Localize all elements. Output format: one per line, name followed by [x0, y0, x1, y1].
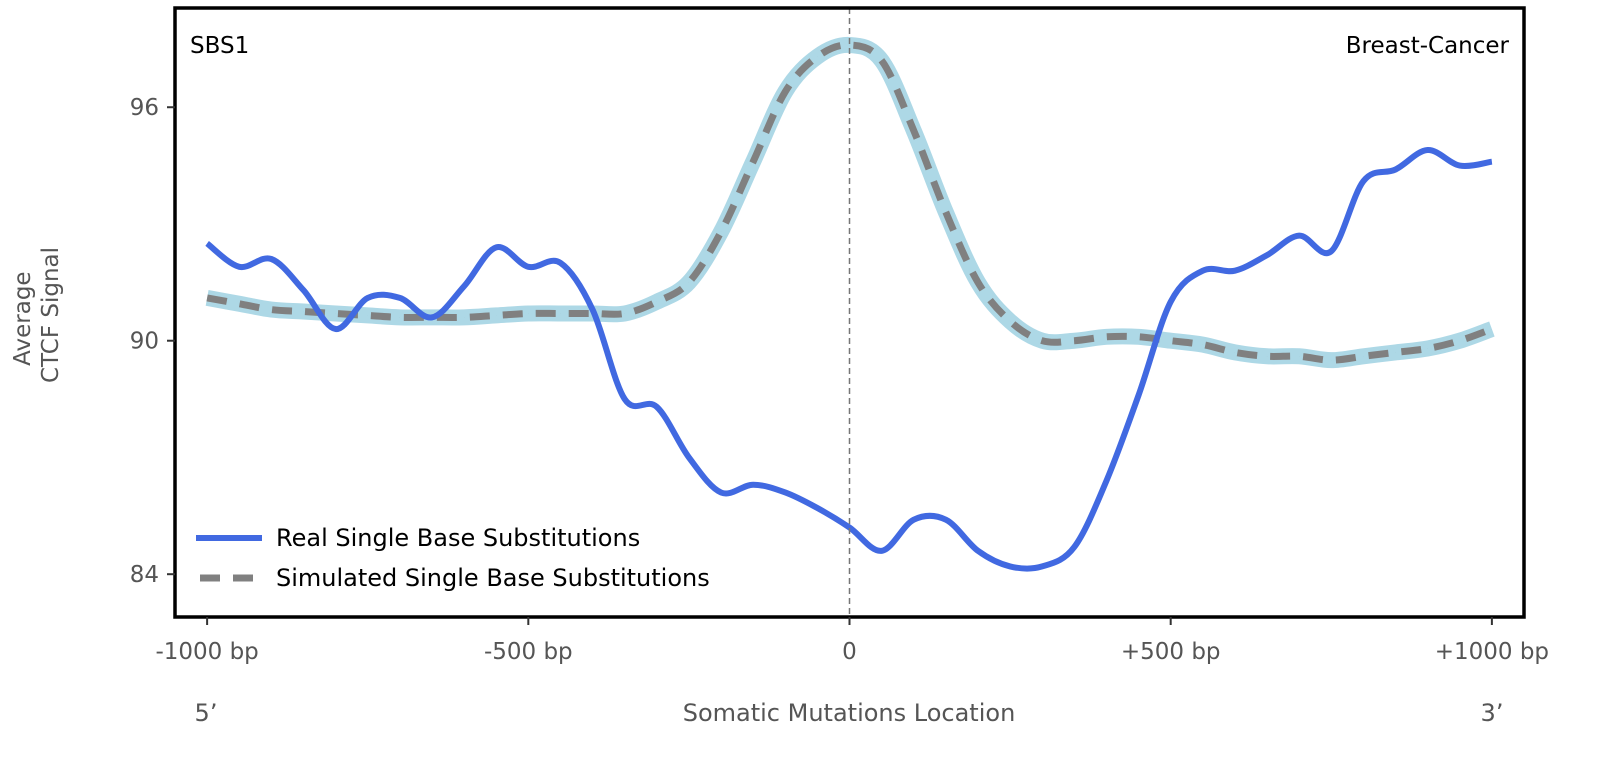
annotation-cancer-type: Breast-Cancer — [1346, 33, 1510, 59]
three-prime-label: 3’ — [1481, 699, 1504, 727]
x-tick-label: +500 bp — [1121, 639, 1221, 665]
y-axis-label-line-1: Average — [10, 271, 36, 365]
x-axis-label: Somatic Mutations Location — [683, 699, 1016, 727]
five-prime-label: 5’ — [195, 699, 218, 727]
x-tick-label: +1000 bp — [1435, 639, 1549, 665]
legend-label-simulated: Simulated Single Base Substitutions — [276, 564, 710, 592]
y-tick-label: 96 — [130, 95, 159, 121]
y-tick-label: 84 — [130, 562, 159, 588]
legend: Real Single Base Substitutions Simulated… — [196, 524, 710, 592]
x-tick-label: -1000 bp — [155, 639, 258, 665]
x-tick-label: -500 bp — [484, 639, 573, 665]
y-axis-label: Average CTCF Signal — [10, 247, 64, 383]
y-tick-label: 90 — [130, 329, 159, 355]
legend-label-real: Real Single Base Substitutions — [276, 524, 640, 552]
annotation-sbs1: SBS1 — [190, 33, 249, 59]
y-axis-label-line-2: CTCF Signal — [38, 247, 64, 383]
x-tick-label: 0 — [842, 639, 857, 665]
